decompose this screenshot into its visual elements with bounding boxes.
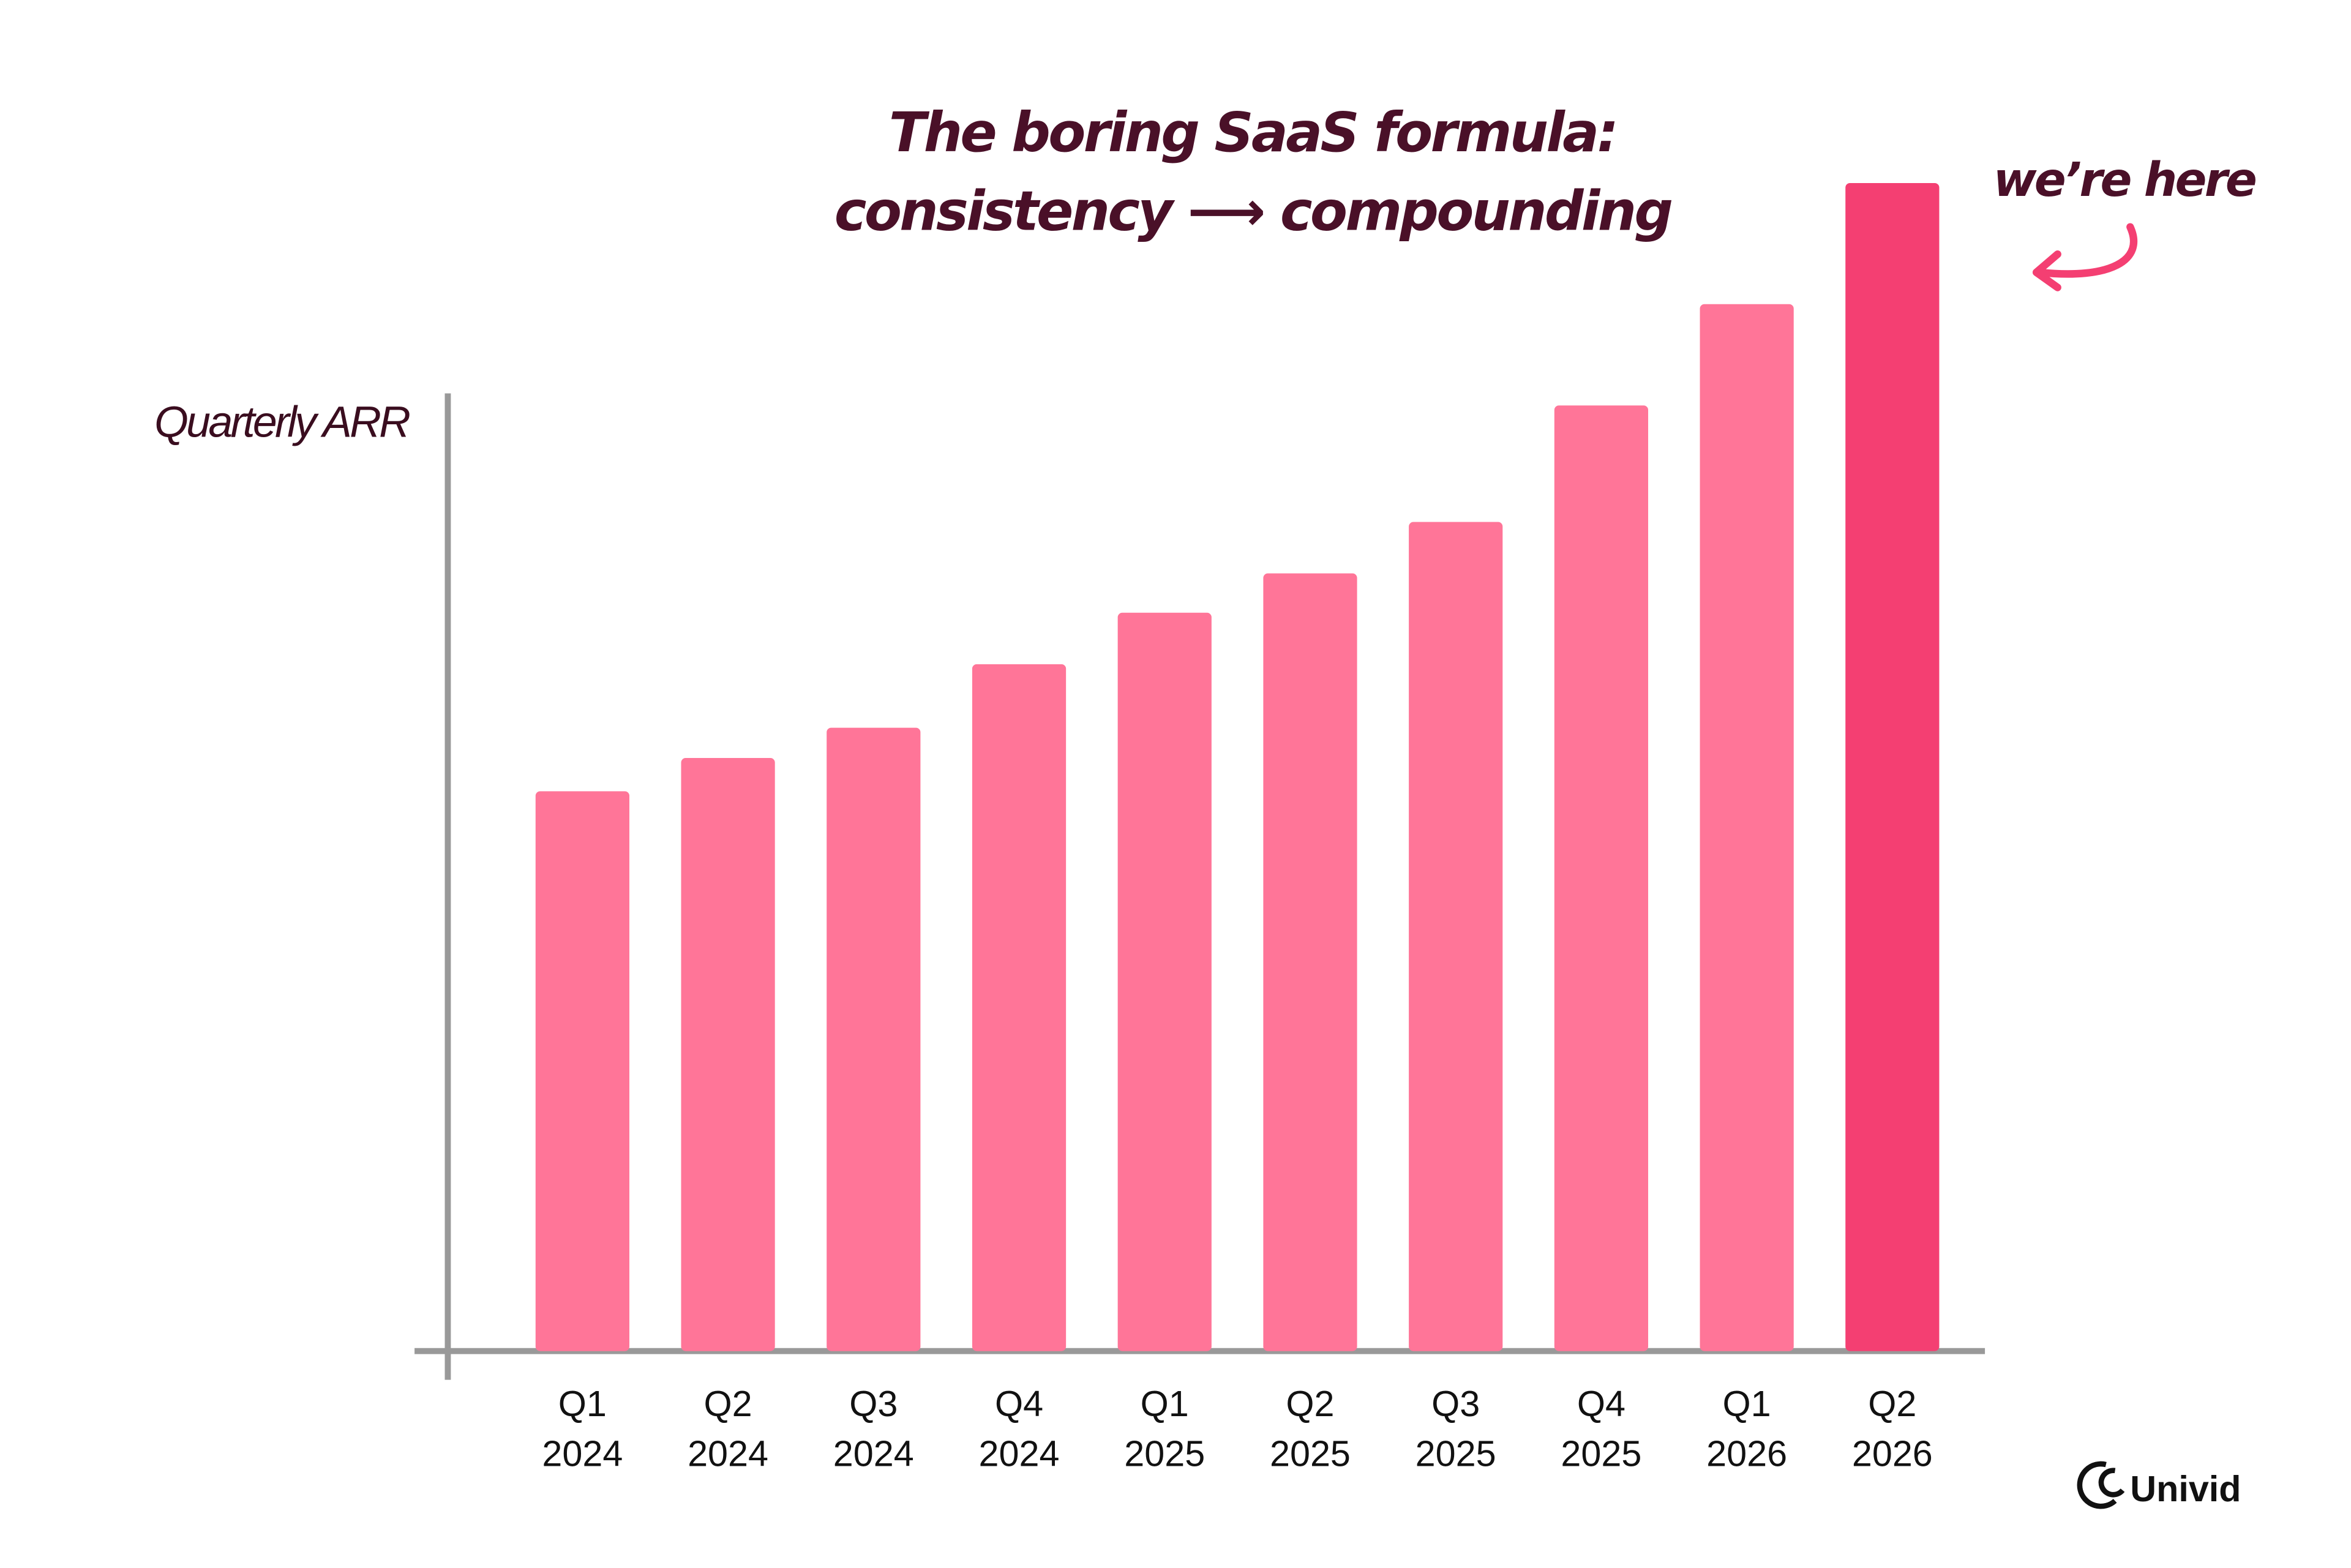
y-axis-label: Quarterly ARR <box>154 397 410 446</box>
logo: Univid <box>2077 1461 2241 1509</box>
logo-icon <box>2098 1468 2125 1498</box>
annotation: we’re here <box>1993 153 2256 208</box>
bar <box>681 758 775 1351</box>
x-tick-label: Q3 2024 <box>833 1384 914 1476</box>
brand: Univid <box>2130 1468 2241 1509</box>
bar <box>1554 405 1649 1351</box>
x-tick-label: Q3 2025 <box>1415 1384 1496 1476</box>
annotation-arrow <box>2035 223 2137 278</box>
chart-title: consistency ⟶ compounding <box>834 181 1673 244</box>
bar <box>1845 183 1940 1351</box>
x-tick-label: Q4 2025 <box>1561 1384 1642 1476</box>
annotation-arrowhead <box>2032 250 2061 291</box>
bar <box>1263 573 1357 1351</box>
x-tick-label: Q4 2024 <box>978 1384 1060 1476</box>
x-tick-label: Q2 2024 <box>688 1384 769 1476</box>
bar <box>535 791 629 1351</box>
x-tick-label: Q1 2024 <box>542 1384 623 1476</box>
x-tick-label: Q2 2025 <box>1269 1384 1351 1476</box>
x-tick-label: Q1 2026 <box>1706 1384 1788 1476</box>
chart-title: The boring SaaS formula: <box>888 103 1619 165</box>
bar <box>1409 522 1503 1351</box>
x-tick-label: Q2 2026 <box>1851 1384 1933 1476</box>
logo-icon <box>2077 1461 2117 1509</box>
bar <box>1700 304 1794 1351</box>
bar <box>1117 612 1212 1351</box>
x-tick-label: Q1 2025 <box>1124 1384 1205 1476</box>
bar <box>972 664 1067 1351</box>
bar <box>827 727 921 1351</box>
